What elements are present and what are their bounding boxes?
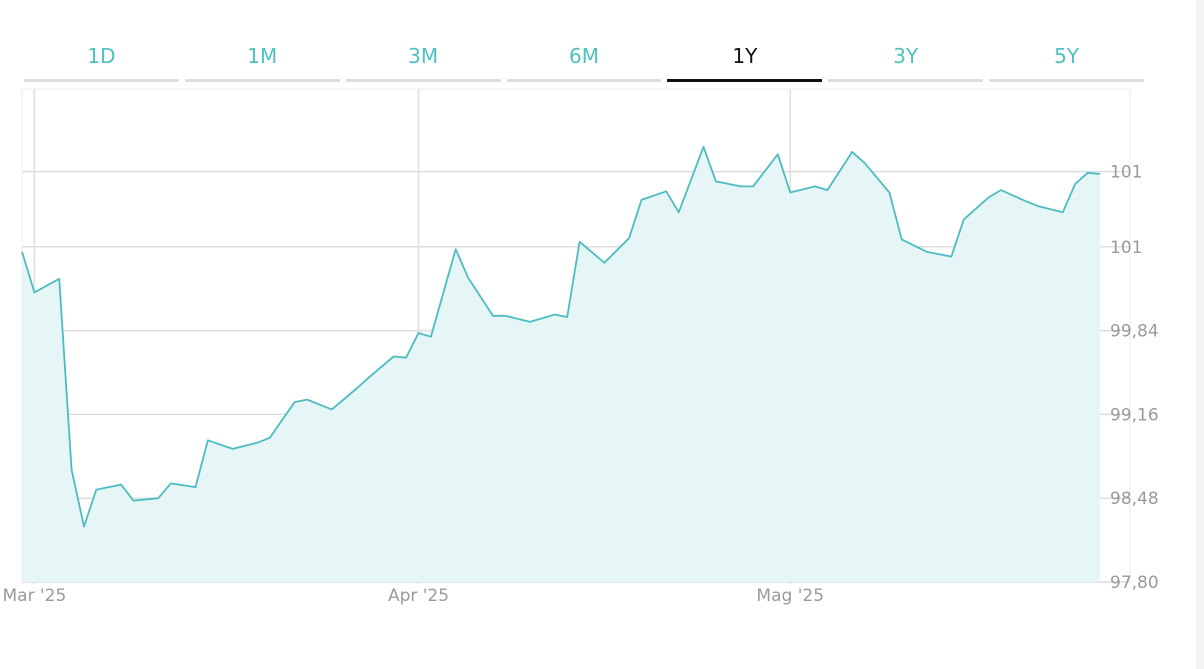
x-tick-label: Mar '25 xyxy=(2,586,66,606)
x-tick-label: Mag '25 xyxy=(756,586,824,606)
series-area xyxy=(22,146,1100,582)
tab-1m[interactable]: 1M xyxy=(184,34,340,82)
tab-1d[interactable]: 1D xyxy=(24,34,179,82)
tab-label: 1Y xyxy=(732,44,758,68)
right-edge-divider xyxy=(1196,0,1204,669)
tab-5y[interactable]: 5Y xyxy=(989,34,1145,82)
price-chart[interactable]: 101 101 99,84 99,16 98,48 97,80 Mar '25 Apr '25… xyxy=(0,85,1204,615)
tab-label: 1D xyxy=(87,44,116,68)
tab-6m[interactable]: 6M xyxy=(506,34,662,82)
tab-1y[interactable]: 1Y xyxy=(667,34,823,82)
y-tick-label: 99,16 xyxy=(1110,405,1159,425)
x-tick-label: Apr '25 xyxy=(388,586,449,606)
y-tick-label: 101 xyxy=(1110,163,1142,183)
tab-label: 3M xyxy=(408,44,439,68)
tab-3y[interactable]: 3Y xyxy=(828,34,984,82)
tab-label: 1M xyxy=(247,44,278,68)
tab-label: 6M xyxy=(569,44,599,68)
y-tick-label: 98,48 xyxy=(1110,489,1159,509)
y-tick-label: 97,80 xyxy=(1110,573,1159,593)
timeframe-tabs: 1D 1M 3M 6M 1Y 3Y 5Y xyxy=(24,34,1145,82)
y-tick-label: 101 xyxy=(1110,238,1142,258)
tab-3m[interactable]: 3M xyxy=(345,34,501,82)
series-line xyxy=(21,146,1101,528)
tab-label: 3Y xyxy=(893,44,919,68)
tab-label: 5Y xyxy=(1054,44,1080,68)
y-tick-label: 99,84 xyxy=(1110,322,1159,342)
